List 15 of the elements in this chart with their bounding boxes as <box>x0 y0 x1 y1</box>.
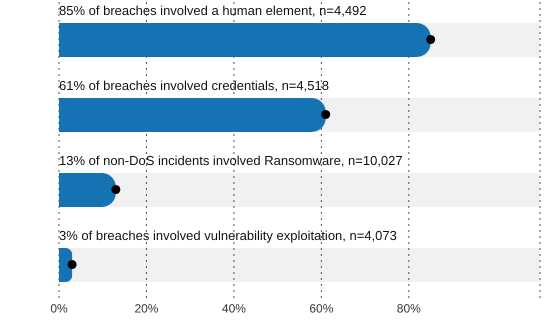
y-tick-label: 85% of breaches involved a human element, n=4,492 <box>59 3 367 18</box>
point <box>426 34 436 44</box>
x-tick-label: 60% <box>309 302 334 316</box>
x-tick-label: 20% <box>134 302 159 316</box>
y-tick-label: 3% of breaches involved vulnerability exploitation, n=4,073 <box>59 228 397 243</box>
x-tick-label: 0% <box>50 302 68 316</box>
y-tick-label: 61% of breaches involved credentials, n=4,518 <box>59 78 329 93</box>
point <box>68 260 77 270</box>
bar <box>59 248 72 282</box>
y-tick-label: 13% of non-DoS incidents involved Ransomware, n=10,027 <box>59 153 403 168</box>
point <box>321 110 330 120</box>
x-tick-label: 80% <box>396 302 422 316</box>
bar <box>59 173 116 207</box>
x-tick-label: 40% <box>222 302 246 316</box>
point <box>111 184 120 194</box>
